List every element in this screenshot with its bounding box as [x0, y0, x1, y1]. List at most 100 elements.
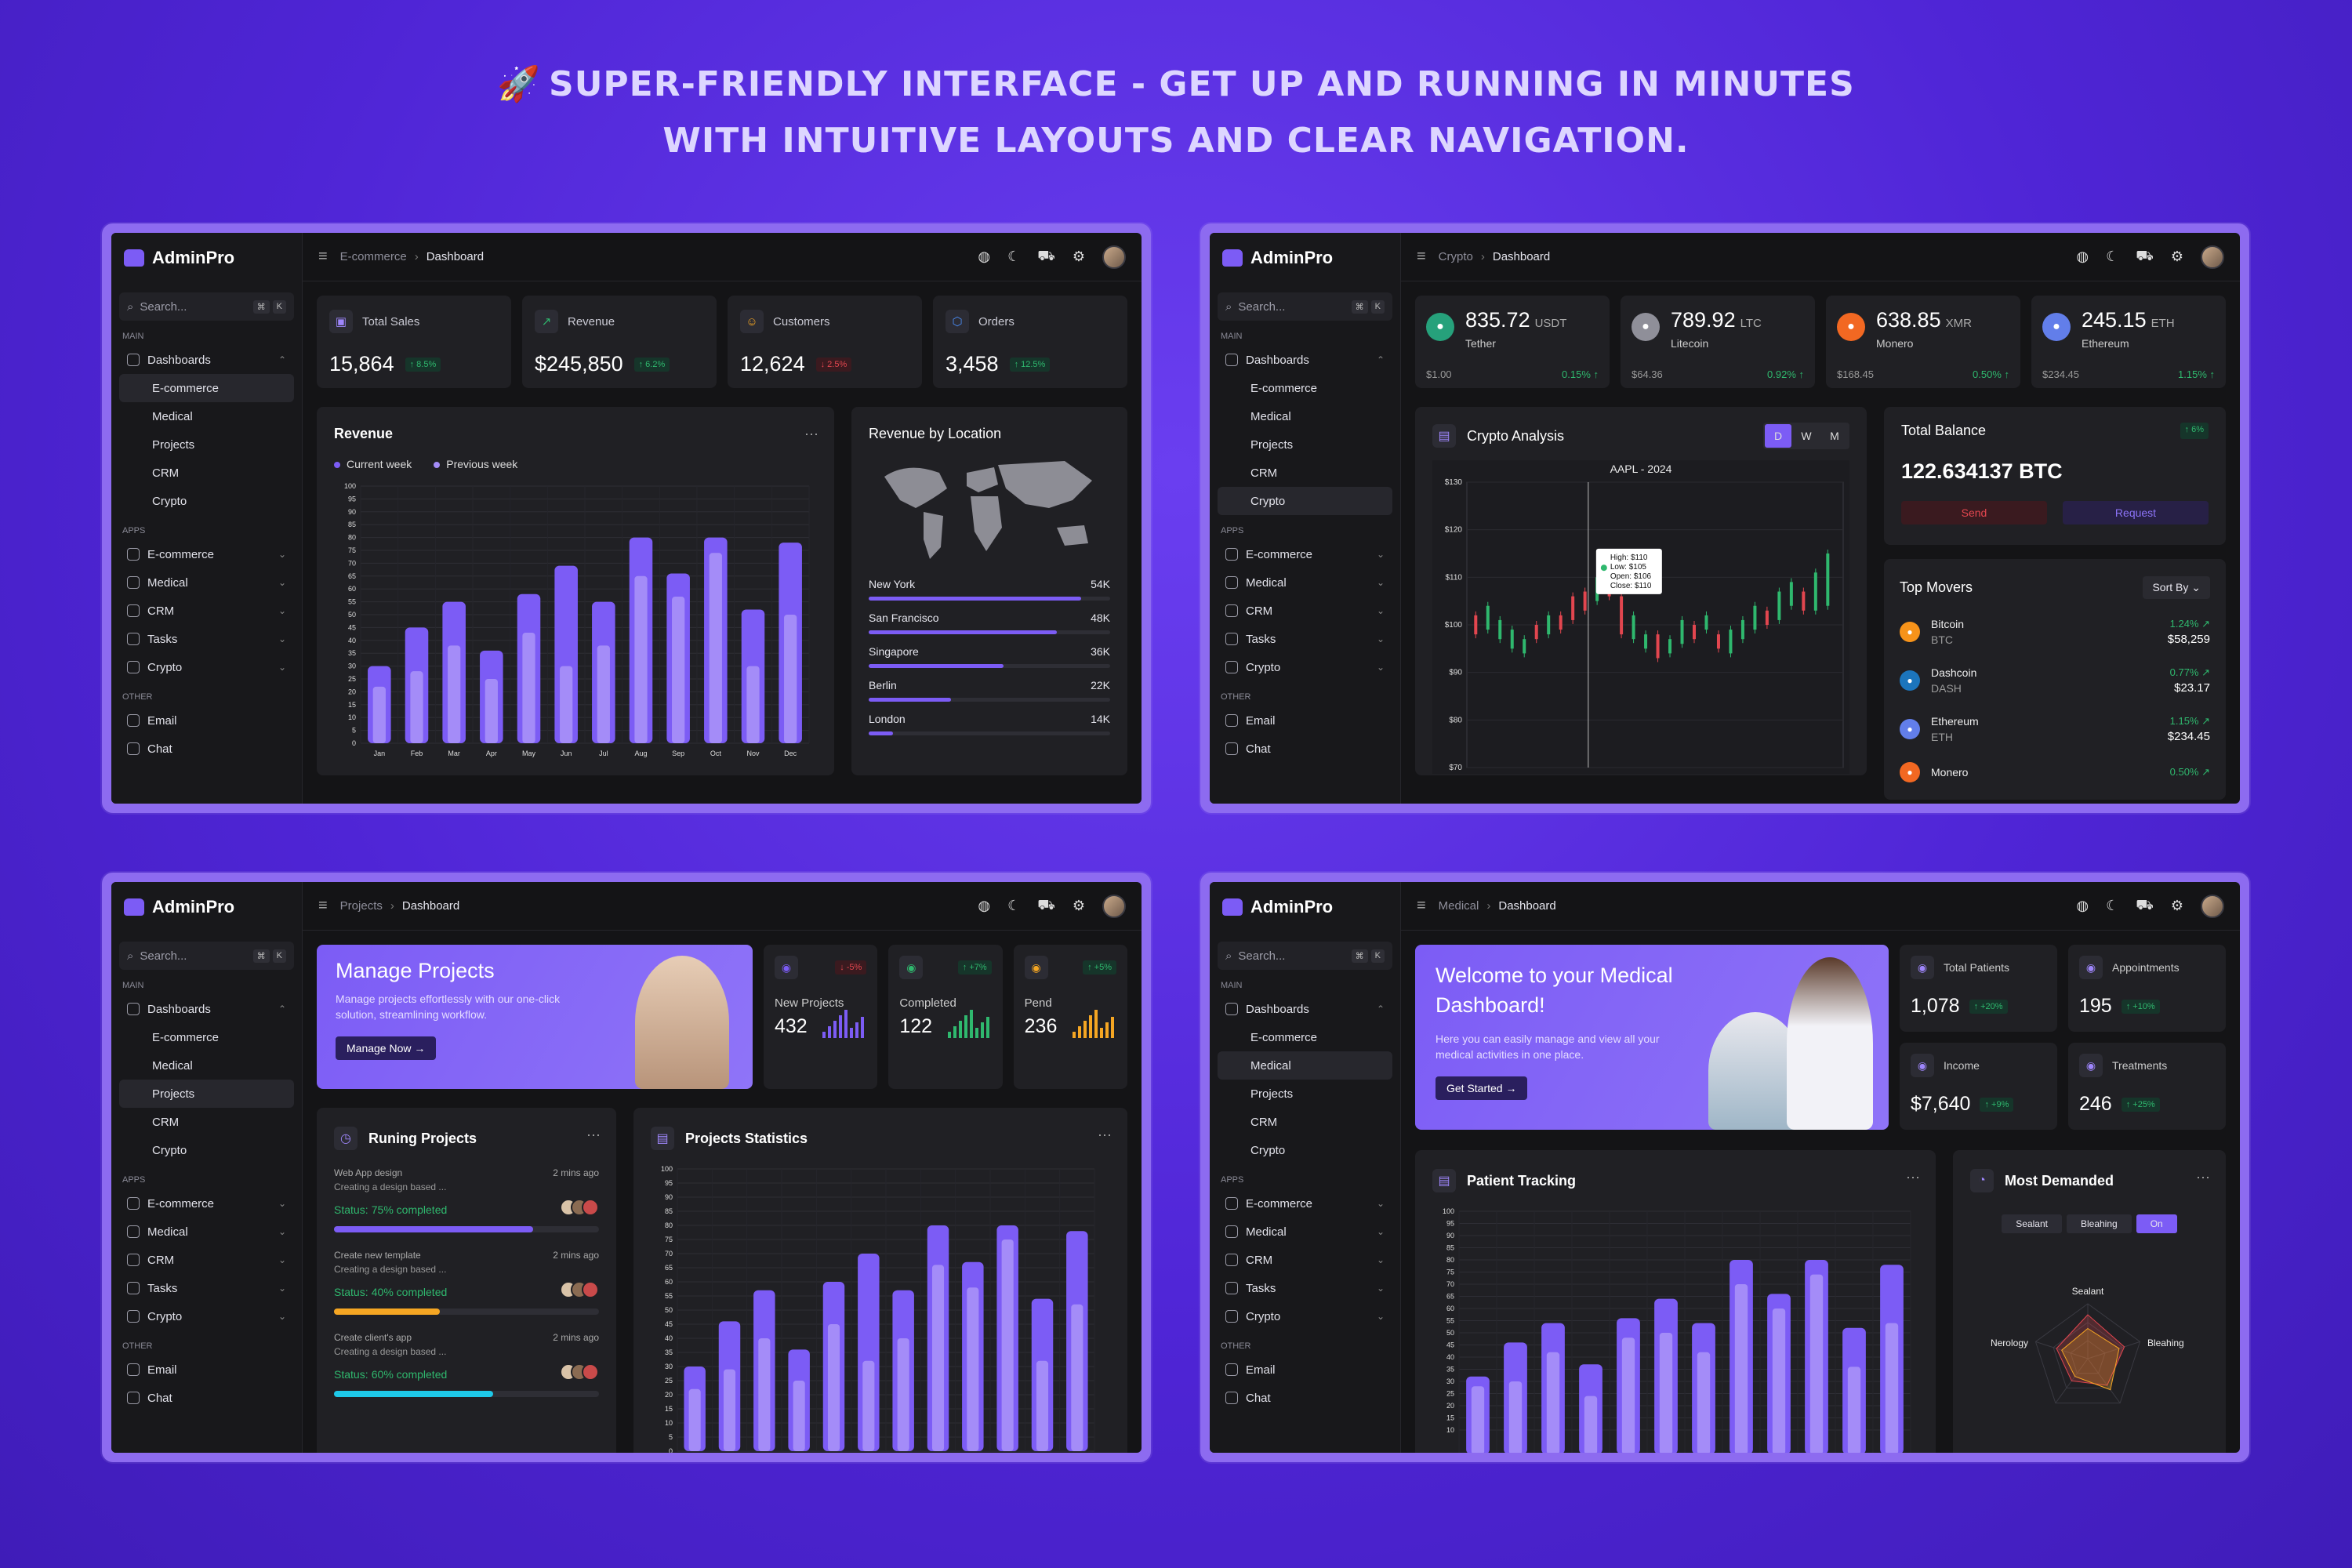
brand[interactable]: AdminPro — [119, 244, 294, 272]
coin-card-monero[interactable]: ● 638.85 XMR Monero $168.45 0.50% ↑ — [1826, 296, 2020, 388]
sidebar-subitem-e-commerce[interactable]: E-commerce — [119, 374, 294, 402]
sidebar-subitem-projects[interactable]: Projects — [1218, 1080, 1392, 1108]
breadcrumb-parent[interactable]: Medical — [1438, 899, 1479, 913]
sidebar-subitem-e-commerce[interactable]: E-commerce — [1218, 374, 1392, 402]
sidebar-app-crypto[interactable]: Crypto ⌄ — [119, 1302, 294, 1330]
settings-icon[interactable]: ⚙ — [1072, 249, 1085, 264]
sidebar-item-dashboards[interactable]: Dashboards ⌃ — [1218, 995, 1392, 1023]
sidebar-subitem-crypto[interactable]: Crypto — [119, 487, 294, 515]
sidebar-item-chat[interactable]: Chat — [1218, 735, 1392, 763]
project-item[interactable]: Create client's app 2 mins ago Creating a … — [334, 1332, 599, 1397]
sidebar-item-email[interactable]: Email — [1218, 706, 1392, 735]
sidebar-item-chat[interactable]: Chat — [119, 735, 294, 763]
sidebar-subitem-e-commerce[interactable]: E-commerce — [1218, 1023, 1392, 1051]
sidebar-app-crypto[interactable]: Crypto ⌄ — [1218, 653, 1392, 681]
sidebar-item-email[interactable]: Email — [119, 1356, 294, 1384]
sidebar-subitem-crypto[interactable]: Crypto — [1218, 1136, 1392, 1164]
brand[interactable]: AdminPro — [1218, 893, 1392, 921]
sidebar-item-email[interactable]: Email — [119, 706, 294, 735]
menu-icon[interactable]: ≡ — [1417, 897, 1426, 914]
settings-icon[interactable]: ⚙ — [2170, 898, 2183, 913]
globe-icon[interactable]: ◍ — [2076, 898, 2089, 913]
brand[interactable]: AdminPro — [1218, 244, 1392, 272]
sidebar-subitem-e-commerce[interactable]: E-commerce — [119, 1023, 294, 1051]
more-icon[interactable]: ··· — [1098, 1127, 1112, 1142]
mover-row[interactable]: ● Bitcoin BTC 1.24% ↗ $58,259 — [1900, 616, 2210, 648]
sidebar-subitem-crypto[interactable]: Crypto — [119, 1136, 294, 1164]
avatar[interactable] — [2201, 245, 2224, 269]
more-icon[interactable]: ··· — [2196, 1169, 2210, 1185]
sidebar-subitem-medical[interactable]: Medical — [1218, 402, 1392, 430]
sidebar-app-tasks[interactable]: Tasks ⌄ — [119, 625, 294, 653]
coin-card-ethereum[interactable]: ● 245.15 ETH Ethereum $234.45 1.15% ↑ — [2031, 296, 2226, 388]
sidebar-app-medical[interactable]: Medical ⌄ — [1218, 568, 1392, 597]
sidebar-app-crm[interactable]: CRM ⌄ — [1218, 1246, 1392, 1274]
more-icon[interactable]: ··· — [586, 1127, 601, 1142]
sidebar-app-crm[interactable]: CRM ⌄ — [119, 597, 294, 625]
breadcrumb-parent[interactable]: Projects — [339, 899, 383, 913]
sidebar-app-tasks[interactable]: Tasks ⌄ — [1218, 1274, 1392, 1302]
sidebar-subitem-medical[interactable]: Medical — [1218, 1051, 1392, 1080]
sidebar-subitem-crm[interactable]: CRM — [1218, 459, 1392, 487]
sidebar-item-chat[interactable]: Chat — [1218, 1384, 1392, 1412]
settings-icon[interactable]: ⚙ — [1072, 898, 1085, 913]
breadcrumb-parent[interactable]: E-commerce — [339, 250, 407, 263]
tab-sealant[interactable]: Sealant — [2002, 1214, 2062, 1233]
sidebar-app-medical[interactable]: Medical ⌄ — [119, 568, 294, 597]
more-icon[interactable]: ··· — [804, 426, 818, 441]
more-icon[interactable]: ··· — [1906, 1169, 1920, 1185]
avatar[interactable] — [1102, 894, 1126, 918]
sidebar-subitem-projects[interactable]: Projects — [119, 430, 294, 459]
sidebar-app-tasks[interactable]: Tasks ⌄ — [119, 1274, 294, 1302]
sidebar-app-medical[interactable]: Medical ⌄ — [1218, 1218, 1392, 1246]
project-item[interactable]: Web App design 2 mins ago Creating a desig… — [334, 1167, 599, 1232]
sidebar-subitem-medical[interactable]: Medical — [119, 1051, 294, 1080]
coin-card-tether[interactable]: ● 835.72 USDT Tether $1.00 0.15% ↑ — [1415, 296, 1610, 388]
sidebar-subitem-projects[interactable]: Projects — [119, 1080, 294, 1108]
sidebar-app-e-commerce[interactable]: E-commerce ⌄ — [119, 1189, 294, 1218]
cart-icon[interactable]: ⛟ — [1037, 896, 1055, 913]
sidebar-subitem-crypto[interactable]: Crypto — [1218, 487, 1392, 515]
project-item[interactable]: Create new template 2 mins ago Creating a … — [334, 1250, 599, 1315]
moon-icon[interactable]: ☾ — [2106, 898, 2119, 913]
sidebar-subitem-medical[interactable]: Medical — [119, 402, 294, 430]
sidebar-app-crm[interactable]: CRM ⌄ — [1218, 597, 1392, 625]
tab-on[interactable]: On — [2136, 1214, 2177, 1233]
tab-bleahing[interactable]: Bleahing — [2066, 1214, 2132, 1233]
globe-icon[interactable]: ◍ — [978, 249, 991, 264]
sort-dropdown[interactable]: Sort By ⌄ — [2143, 576, 2210, 599]
cart-icon[interactable]: ⛟ — [2136, 247, 2154, 263]
send-button[interactable]: Send — [1901, 501, 2047, 524]
request-button[interactable]: Request — [2063, 501, 2209, 524]
settings-icon[interactable]: ⚙ — [2170, 249, 2183, 264]
brand[interactable]: AdminPro — [119, 893, 294, 921]
breadcrumb-parent[interactable]: Crypto — [1438, 250, 1473, 263]
sidebar-subitem-crm[interactable]: CRM — [119, 459, 294, 487]
mover-row[interactable]: ● Monero 0.50% ↗ — [1900, 762, 2210, 782]
tab-week[interactable]: W — [1801, 430, 1812, 442]
sidebar-subitem-projects[interactable]: Projects — [1218, 430, 1392, 459]
cart-icon[interactable]: ⛟ — [2136, 896, 2154, 913]
globe-icon[interactable]: ◍ — [978, 898, 991, 913]
search-input[interactable]: ⌕ Search... ⌘ K — [119, 292, 294, 321]
sidebar-subitem-crm[interactable]: CRM — [119, 1108, 294, 1136]
tab-day[interactable]: D — [1765, 424, 1791, 448]
coin-card-litecoin[interactable]: ● 789.92 LTC Litecoin $64.36 0.92% ↑ — [1621, 296, 1815, 388]
sidebar-app-crm[interactable]: CRM ⌄ — [119, 1246, 294, 1274]
sidebar-app-e-commerce[interactable]: E-commerce ⌄ — [1218, 540, 1392, 568]
sidebar-app-medical[interactable]: Medical ⌄ — [119, 1218, 294, 1246]
sidebar-item-email[interactable]: Email — [1218, 1356, 1392, 1384]
cart-icon[interactable]: ⛟ — [1037, 247, 1055, 263]
mover-row[interactable]: ● Dashcoin DASH 0.77% ↗ $23.17 — [1900, 665, 2210, 696]
sidebar-item-dashboards[interactable]: Dashboards ⌃ — [119, 346, 294, 374]
sidebar-app-tasks[interactable]: Tasks ⌄ — [1218, 625, 1392, 653]
globe-icon[interactable]: ◍ — [2076, 249, 2089, 264]
manage-now-button[interactable]: Manage Now → — [336, 1036, 437, 1060]
menu-icon[interactable]: ≡ — [318, 248, 328, 265]
mover-row[interactable]: ● Ethereum ETH 1.15% ↗ $234.45 — [1900, 713, 2210, 745]
sidebar-app-crypto[interactable]: Crypto ⌄ — [1218, 1302, 1392, 1330]
menu-icon[interactable]: ≡ — [318, 897, 328, 914]
sidebar-subitem-crm[interactable]: CRM — [1218, 1108, 1392, 1136]
get-started-button[interactable]: Get Started → — [1436, 1076, 1528, 1100]
sidebar-item-dashboards[interactable]: Dashboards ⌃ — [119, 995, 294, 1023]
